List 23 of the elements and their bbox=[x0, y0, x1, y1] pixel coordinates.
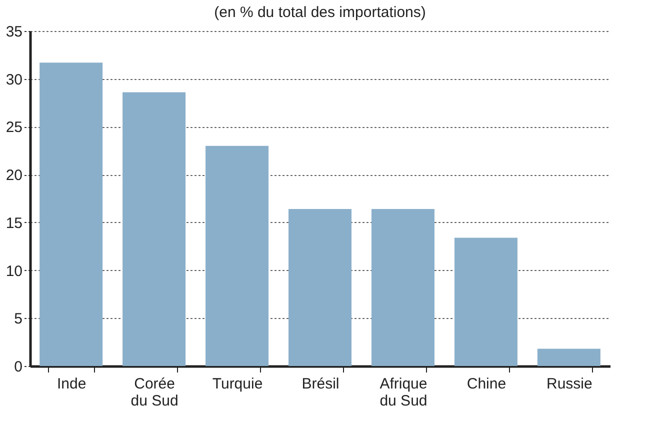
bar bbox=[288, 209, 352, 366]
bar bbox=[122, 92, 186, 366]
y-tick-label: 10 bbox=[6, 262, 22, 280]
x-tick-label: Chine bbox=[466, 376, 506, 392]
y-tick-label: 5 bbox=[14, 310, 22, 328]
x-tick-label: Brésil bbox=[302, 376, 340, 392]
bar bbox=[454, 238, 518, 366]
x-tick-label: Afrique du Sud bbox=[380, 376, 428, 410]
y-tick-label: 30 bbox=[6, 71, 22, 88]
bar bbox=[206, 146, 269, 366]
chart-title: (en % du total des importations) bbox=[214, 4, 426, 21]
bar bbox=[40, 62, 103, 366]
x-tick-label: Inde bbox=[56, 376, 86, 392]
y-tick-label: 20 bbox=[6, 167, 22, 184]
y-tick-label: 35 bbox=[6, 24, 22, 40]
x-tick-label: Russie bbox=[546, 376, 592, 392]
bar bbox=[537, 348, 600, 366]
x-tick-label: Turquie bbox=[212, 376, 263, 392]
bar bbox=[371, 209, 434, 366]
y-tick-label: 0 bbox=[14, 358, 22, 376]
x-tick-label: Corée du Sud bbox=[130, 376, 178, 410]
y-tick-label: 25 bbox=[6, 119, 22, 136]
y-tick-label: 15 bbox=[6, 214, 22, 232]
